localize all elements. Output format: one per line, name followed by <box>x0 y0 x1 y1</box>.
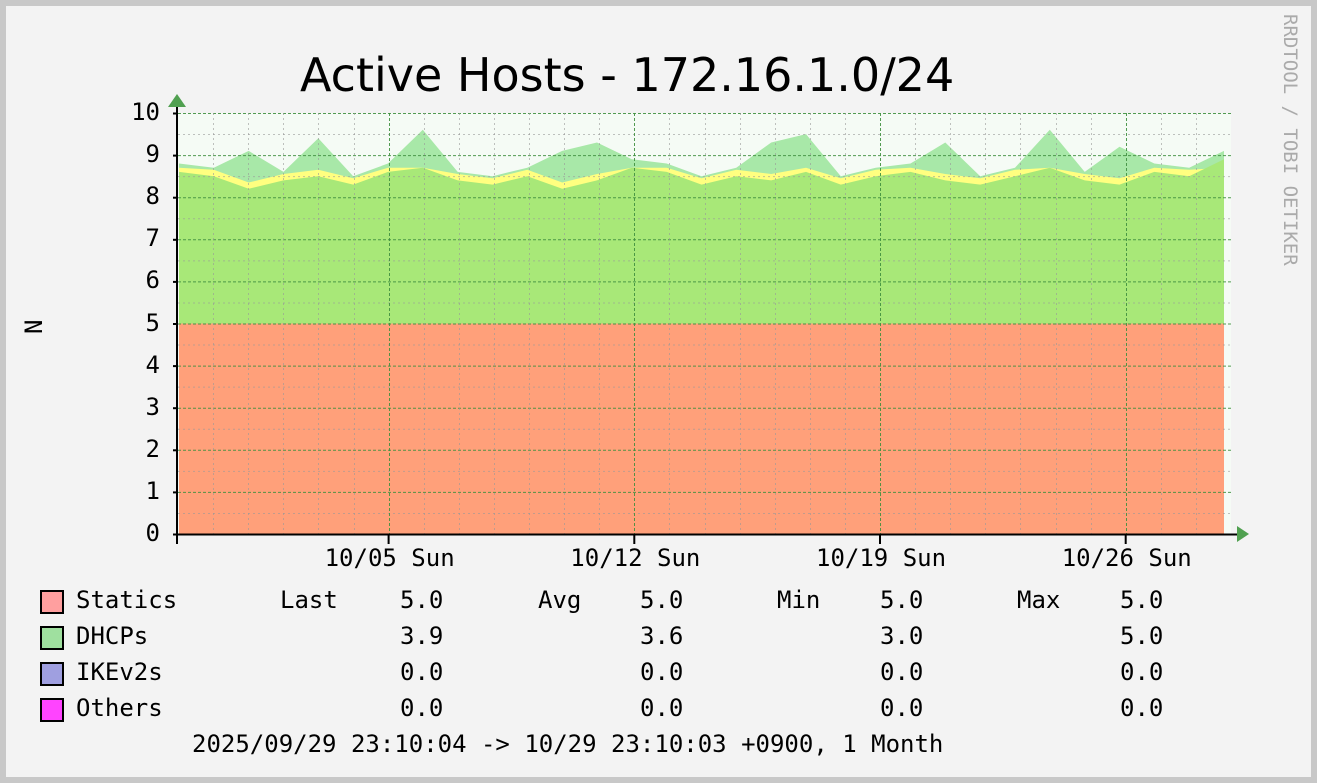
legend-value: 3.9 <box>400 622 444 650</box>
legend-value: 5.0 <box>880 586 924 614</box>
y-tick-label: 0 <box>145 519 160 547</box>
legend-value: 0.0 <box>1120 694 1164 722</box>
legend-stat-header: Min <box>777 586 821 614</box>
legend-value: 0.0 <box>1120 658 1164 686</box>
legend-value: 0.0 <box>400 658 444 686</box>
axes-layer <box>168 94 1249 544</box>
legend-stat-header: Avg <box>538 586 582 614</box>
y-tick-label: 3 <box>145 392 160 421</box>
legend-value: 0.0 <box>400 694 444 722</box>
watermark: RRDTOOL / TOBI OETIKER <box>1279 14 1301 266</box>
legend-swatch-dhcps <box>40 626 64 650</box>
y-tick-label: 9 <box>145 140 160 169</box>
legend-value: 0.0 <box>640 694 684 722</box>
legend-swatch-others <box>40 698 64 722</box>
legend-value: 0.0 <box>640 658 684 686</box>
grid-layer <box>178 113 1231 535</box>
legend-swatch-ikev2s <box>40 662 64 686</box>
y-tick-label: 7 <box>145 224 160 253</box>
y-axis-arrow <box>168 94 186 107</box>
legend-value: 5.0 <box>1120 622 1164 650</box>
x-tick-label: 10/12 Sun <box>570 544 701 572</box>
legend-stat-header: Last <box>280 586 338 614</box>
statics-area <box>179 323 1224 534</box>
legend-value: 0.0 <box>880 694 924 722</box>
x-tick-label: 10/05 Sun <box>324 544 455 572</box>
x-tick-label: 10/26 Sun <box>1061 544 1192 572</box>
y-axis-label: N <box>20 319 48 334</box>
legend-value: 3.6 <box>640 622 684 650</box>
legend-stat-header: Max <box>1017 586 1061 614</box>
legend-value: 0.0 <box>880 658 924 686</box>
legend-value: 5.0 <box>400 586 444 614</box>
time-range: 2025/09/29 23:10:04 -> 10/29 23:10:03 +0… <box>192 730 944 758</box>
legend-swatch-statics <box>40 590 64 614</box>
x-axis-arrow <box>1237 526 1249 542</box>
chart-title: Active Hosts - 172.16.1.0/24 <box>300 48 955 102</box>
legend-value: 3.0 <box>880 622 924 650</box>
y-tick-label: 1 <box>145 476 160 505</box>
y-tick-label: 2 <box>145 434 160 463</box>
legend-label: DHCPs <box>76 622 149 650</box>
legend-label: Statics <box>76 586 178 614</box>
y-tick-label: 4 <box>145 350 160 379</box>
area-layer <box>179 129 1224 534</box>
legend-value: 5.0 <box>640 586 684 614</box>
y-tick-label: 10 <box>131 98 160 126</box>
x-tick-label: 10/19 Sun <box>816 544 947 572</box>
y-tick-label: 8 <box>145 182 160 211</box>
legend-label: Others <box>76 694 163 722</box>
legend-value: 5.0 <box>1120 586 1164 614</box>
y-tick-label: 6 <box>145 266 160 295</box>
dhcps-area <box>179 159 1224 324</box>
legend-label: IKEv2s <box>76 658 163 686</box>
y-tick-label: 5 <box>145 308 160 337</box>
